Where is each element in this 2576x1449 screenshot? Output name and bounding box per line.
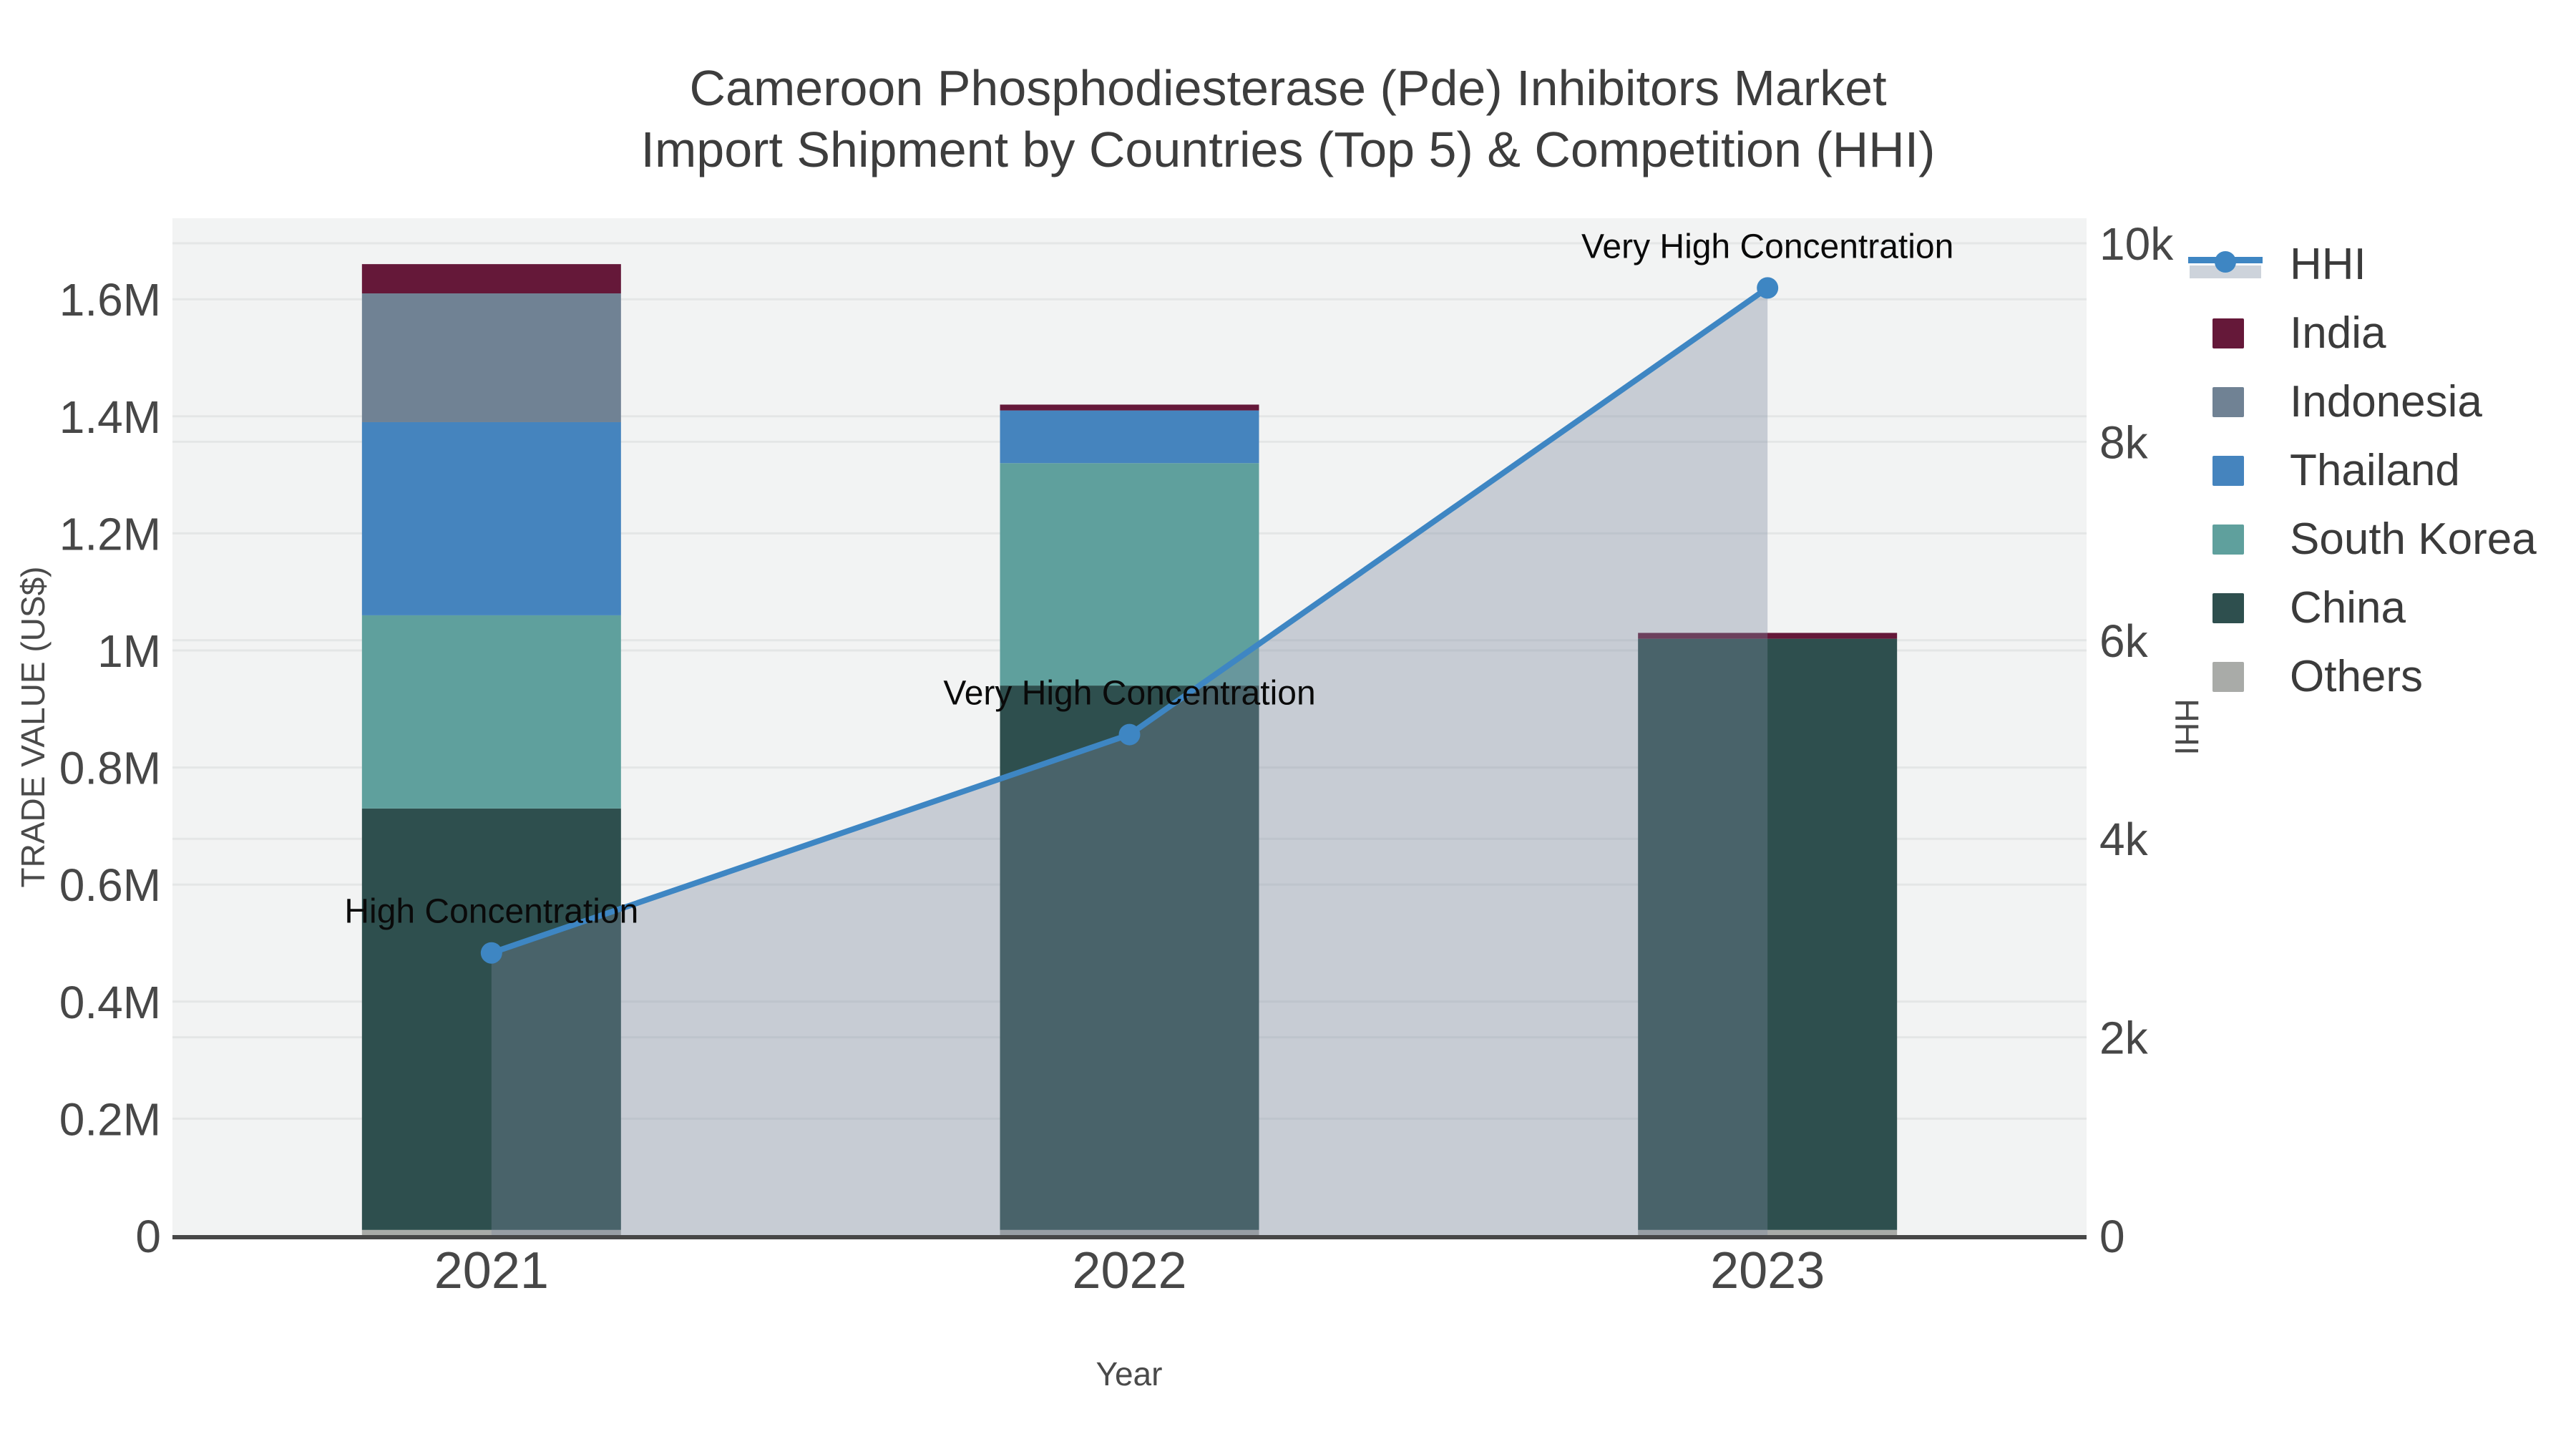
legend-item-others[interactable]: Others	[2188, 652, 2537, 701]
bar-segment-others-2023[interactable]	[1638, 1229, 1898, 1236]
x-tick-2022: 2022	[1072, 1242, 1186, 1299]
legend-marker-dot-icon	[2215, 251, 2236, 273]
legend-swatch-icon	[2188, 386, 2263, 417]
y-left-tick-0.4M: 0.4M	[59, 977, 161, 1028]
legend-color-swatch	[2212, 456, 2244, 486]
legend-item-china[interactable]: China	[2188, 583, 2537, 633]
y-left-tick-0.6M: 0.6M	[59, 859, 161, 911]
bar-segment-china-2022[interactable]	[1000, 686, 1259, 1230]
bar-segment-india-2021[interactable]	[361, 264, 621, 294]
legend-item-hhi[interactable]: HHI	[2188, 240, 2537, 289]
bar-segment-india-2022[interactable]	[1000, 404, 1259, 411]
y-left-tick-1.2M: 1.2M	[59, 508, 161, 560]
y-left-tick-0.2M: 0.2M	[59, 1093, 161, 1145]
legend-label: South Korea	[2290, 514, 2537, 564]
bar-segment-indonesia-2021[interactable]	[361, 293, 621, 422]
y-left-axis-title: TRADE VALUE (US$)	[14, 566, 52, 887]
x-axis-title: Year	[1096, 1355, 1163, 1392]
legend-color-swatch	[2212, 525, 2244, 555]
legend-color-swatch	[2212, 318, 2244, 348]
hhi-marker-2022[interactable]	[1118, 723, 1141, 746]
legend-label: Indonesia	[2290, 376, 2482, 426]
y-right-tick-8k: 8k	[2099, 416, 2149, 468]
bar-segment-india-2023[interactable]	[1638, 633, 1898, 639]
y-left-tick-0.8M: 0.8M	[59, 743, 161, 794]
legend-swatch-icon	[2188, 317, 2263, 348]
y-right-tick-10k: 10k	[2099, 218, 2174, 270]
y-left-tick-0: 0	[135, 1211, 161, 1262]
legend-color-swatch	[2212, 387, 2244, 417]
bar-segment-china-2021[interactable]	[361, 808, 621, 1230]
legend-item-indonesia[interactable]: Indonesia	[2188, 377, 2537, 426]
legend-label: India	[2290, 308, 2386, 358]
legend-item-south-korea[interactable]: South Korea	[2188, 514, 2537, 564]
bar-segment-thailand-2021[interactable]	[361, 421, 621, 615]
legend-swatch-icon	[2188, 660, 2263, 692]
legend-swatch-icon	[2188, 592, 2263, 623]
bar-segment-south-korea-2021[interactable]	[361, 615, 621, 809]
annotation-2023: Very High Concentration	[1581, 228, 1953, 265]
y-right-tick-4k: 4k	[2099, 814, 2149, 865]
legend-swatch-icon	[2188, 523, 2263, 555]
bar-segment-others-2022[interactable]	[1000, 1229, 1259, 1236]
legend: HHI India Indonesia Thailand South Korea Chin…	[2188, 240, 2537, 727]
y-right-tick-6k: 6k	[2099, 615, 2149, 667]
legend-color-swatch	[2212, 593, 2244, 623]
chart-title-line1: Cameroon Phosphodiesterase (Pde) Inhibit…	[689, 60, 1887, 116]
legend-label: China	[2290, 582, 2406, 633]
chart-title: Cameroon Phosphodiesterase (Pde) Inhibit…	[0, 57, 2576, 180]
x-tick-2023: 2023	[1710, 1242, 1825, 1299]
y-left-tick-1M: 1M	[97, 625, 161, 677]
legend-label: Others	[2290, 651, 2424, 701]
legend-swatch-icon	[2188, 454, 2263, 486]
legend-label: HHI	[2290, 239, 2366, 289]
legend-item-thailand[interactable]: Thailand	[2188, 446, 2537, 495]
legend-color-swatch	[2212, 662, 2244, 692]
bar-segment-china-2023[interactable]	[1638, 638, 1898, 1230]
x-tick-2021: 2021	[434, 1242, 549, 1299]
annotation-2021: High Concentration	[344, 893, 638, 931]
annotation-2022: Very High Concentration	[943, 675, 1315, 713]
bar-segment-south-korea-2022[interactable]	[1000, 463, 1259, 686]
legend-label: Thailand	[2290, 445, 2460, 495]
bar-segment-thailand-2022[interactable]	[1000, 410, 1259, 464]
hhi-marker-2023[interactable]	[1757, 277, 1779, 299]
y-right-tick-0: 0	[2099, 1211, 2125, 1262]
legend-item-india[interactable]: India	[2188, 308, 2537, 358]
chart-title-line2: Import Shipment by Countries (Top 5) & C…	[640, 122, 1936, 177]
hhi-area-fill	[491, 288, 1768, 1236]
hhi-marker-2021[interactable]	[480, 942, 502, 964]
y-right-axis-title: HHI	[2168, 698, 2205, 755]
y-left-tick-1.4M: 1.4M	[59, 391, 161, 443]
bar-segment-others-2021[interactable]	[361, 1229, 621, 1236]
y-left-tick-1.6M: 1.6M	[59, 274, 161, 326]
legend-line-marker-icon	[2188, 248, 2263, 280]
y-right-tick-2k: 2k	[2099, 1013, 2149, 1064]
